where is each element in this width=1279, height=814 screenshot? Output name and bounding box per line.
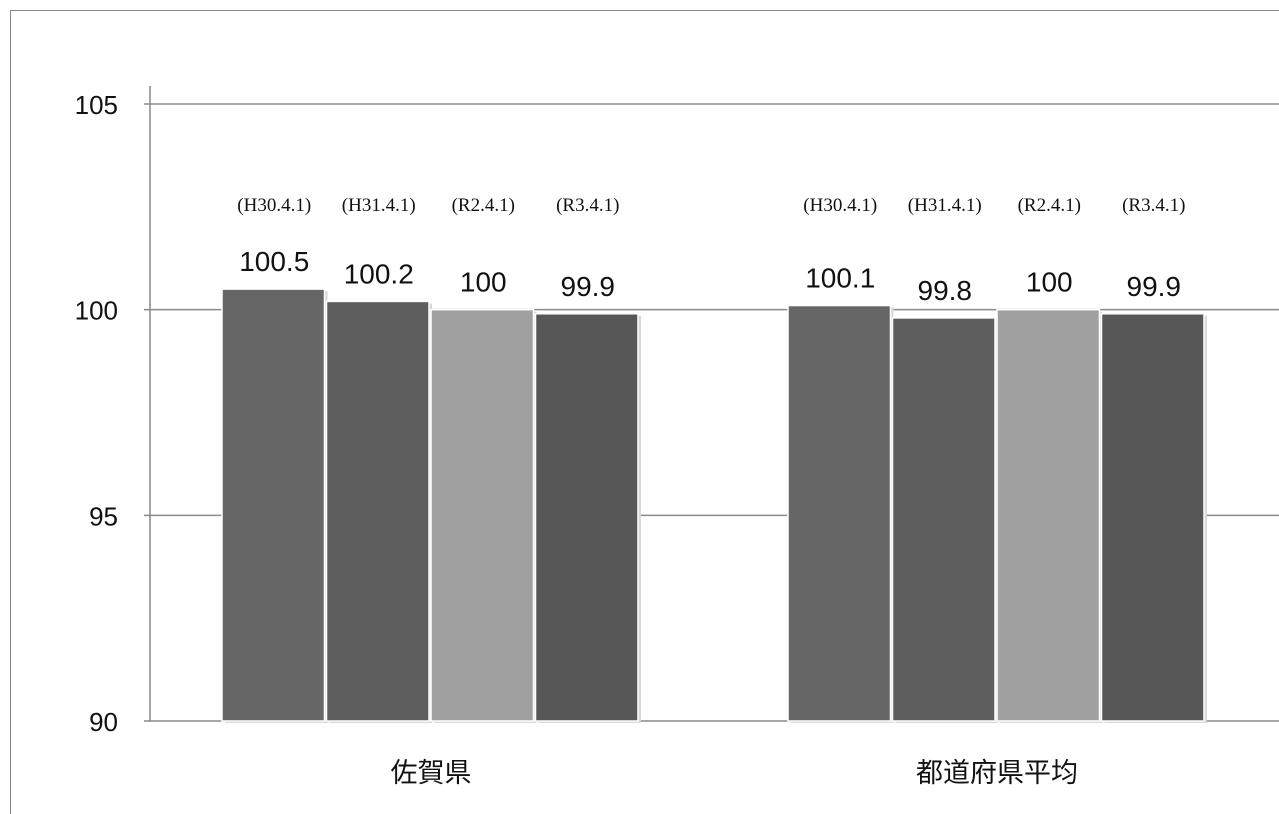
- data-label: 100.1: [805, 263, 875, 294]
- bar: [787, 304, 892, 722]
- series-labels: (H30.4.1) (H31.4.1) (R2.4.1) (R3.4.1) (H30.4…: [237, 195, 1185, 216]
- category-label: 都道府県平均: [916, 758, 1078, 789]
- bar: [996, 308, 1101, 722]
- data-label: 100.5: [239, 246, 309, 277]
- series-label: (R3.4.1): [556, 195, 619, 216]
- data-label: 100: [460, 267, 507, 298]
- series-label: (R2.4.1): [452, 195, 515, 216]
- y-tick-label: 95: [89, 501, 118, 531]
- series-label: (R2.4.1): [1018, 195, 1081, 216]
- data-labels: 100.5 100.2 100 99.9 100.1 99.8 100 99.9: [239, 246, 1181, 306]
- bar: [430, 308, 535, 722]
- data-label: 99.9: [561, 271, 616, 302]
- series-label: (R3.4.1): [1122, 195, 1185, 216]
- bar: [891, 317, 996, 722]
- y-tick-label: 105: [75, 90, 118, 120]
- bar: [325, 300, 430, 722]
- bar: [1100, 313, 1205, 722]
- data-label: 100.2: [344, 258, 414, 289]
- category-labels: 佐賀県 都道府県平均: [391, 758, 1079, 789]
- chart-frame: [10, 10, 1279, 814]
- data-label: 99.9: [1127, 271, 1182, 302]
- bar: [221, 288, 326, 722]
- y-tick-label: 90: [89, 707, 118, 737]
- series-label: (H31.4.1): [342, 195, 416, 216]
- series-label: (H31.4.1): [908, 195, 982, 216]
- y-tick-label: 100: [75, 296, 118, 326]
- data-label: 100: [1026, 267, 1073, 298]
- series-label: (H30.4.1): [803, 195, 877, 216]
- category-label: 佐賀県: [391, 758, 472, 789]
- y-axis-tick-labels: 90 95 100 105: [75, 90, 118, 737]
- bars: [221, 288, 1207, 723]
- series-label: (H30.4.1): [237, 195, 311, 216]
- data-label: 99.8: [918, 275, 973, 306]
- bar: [534, 313, 639, 722]
